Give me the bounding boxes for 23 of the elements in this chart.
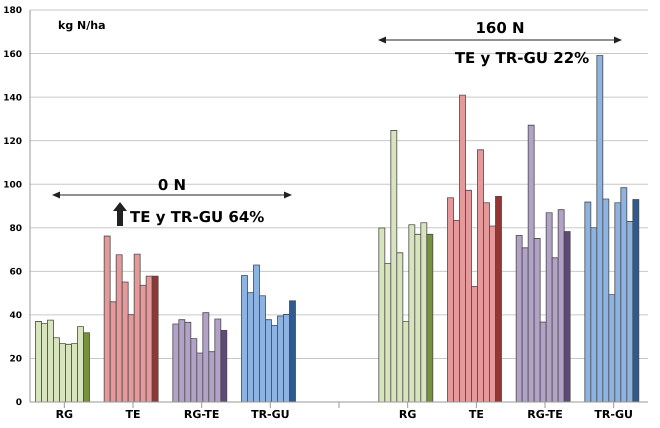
- x-tick-label: RG: [398, 408, 416, 421]
- annotation: TE y TR-GU 22%: [454, 49, 590, 67]
- y-tick-label: 100: [3, 180, 22, 190]
- y-tick-label: 160: [3, 50, 22, 60]
- annotation: 0 N: [158, 176, 186, 194]
- annotation: 160 N: [475, 19, 525, 37]
- x-tick-label: TE: [468, 408, 484, 421]
- x-tick-label: RG: [56, 408, 74, 421]
- x-tick-label: TR-GU: [251, 408, 290, 421]
- y-tick-label: 0: [16, 398, 22, 408]
- x-tick-label: TE: [125, 408, 141, 421]
- y-tick-label: 20: [9, 354, 22, 365]
- y-tick-label: 180: [3, 6, 22, 16]
- x-tick-label: RG-TE: [184, 408, 220, 421]
- x-tick-label: TR-GU: [594, 408, 633, 421]
- y-tick-label: 140: [3, 93, 22, 104]
- x-tick-label: RG-TE: [527, 408, 563, 421]
- annotation: TE y TR-GU 64%: [130, 208, 264, 226]
- y-tick-label: 60: [9, 268, 22, 278]
- y-tick-label: 40: [9, 311, 22, 322]
- y-tick-label: 80: [9, 224, 22, 234]
- y-tick-label: 120: [3, 136, 22, 147]
- annotation: kg N/ha: [58, 19, 106, 32]
